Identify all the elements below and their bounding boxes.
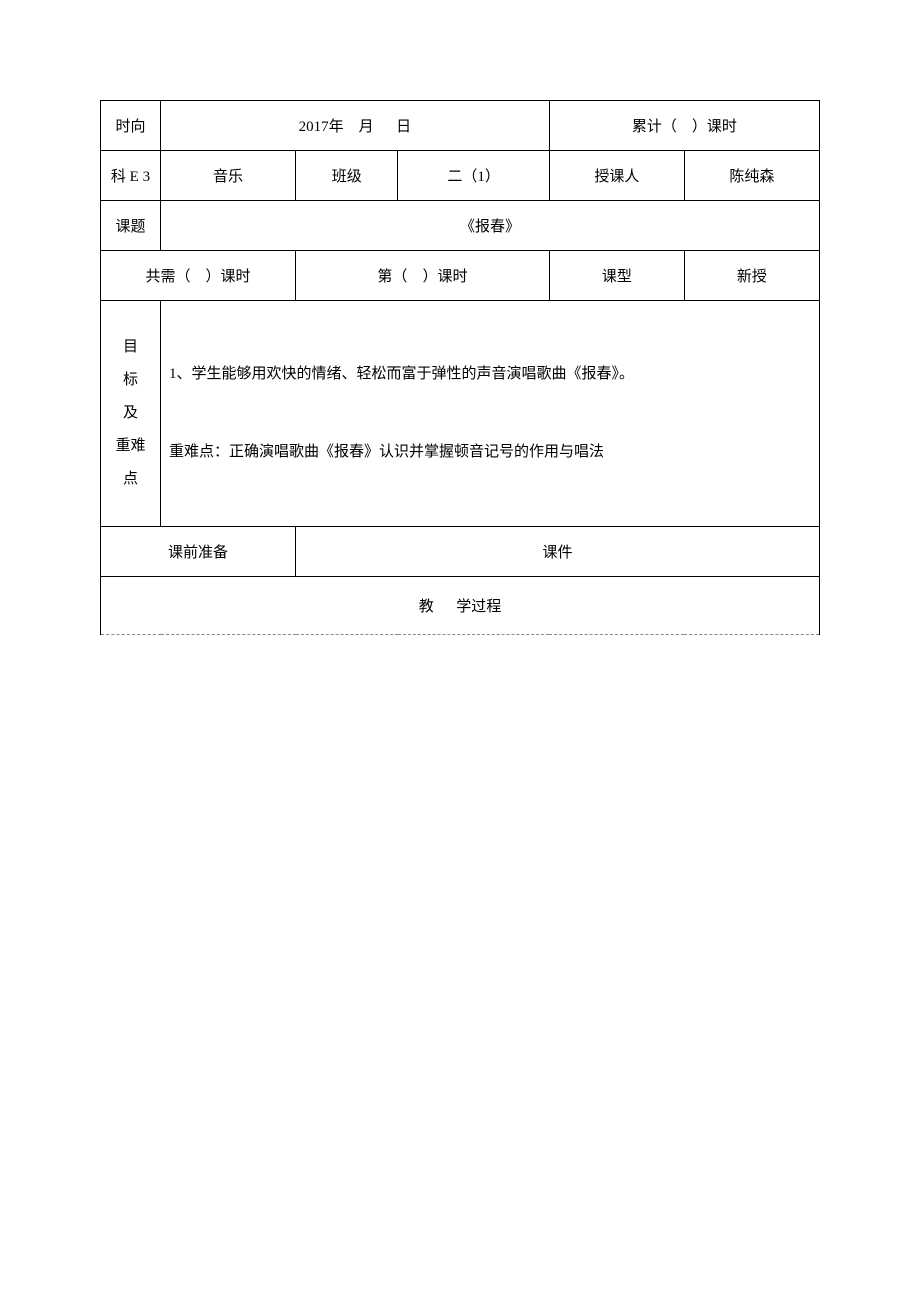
row-topic: 课题 《报春》 [101, 201, 820, 251]
class-label: 班级 [296, 151, 398, 201]
row-prep: 课前准备 课件 [101, 527, 820, 577]
period-prefix: 第（ [377, 269, 407, 285]
time-label: 时向 [101, 101, 161, 151]
obj-label-4: 重难 [105, 430, 156, 463]
objectives-label-cell: 目 标 及 重难 点 [101, 301, 161, 527]
topic-value: 《报春》 [161, 201, 820, 251]
obj-label-3: 及 [105, 397, 156, 430]
period-number-cell: 第（ ）课时 [296, 251, 550, 301]
total-suffix: ）课时 [692, 119, 737, 135]
obj-label-5: 点 [105, 463, 156, 496]
row-process: 教 学过程 [101, 577, 820, 635]
date-cell: 2017年 月 日 [161, 101, 550, 151]
process-part1: 教 [419, 599, 434, 615]
prep-label: 课前准备 [101, 527, 296, 577]
prep-value: 课件 [296, 527, 820, 577]
subject-value: 音乐 [161, 151, 296, 201]
total-needed-cell: 共需（ ）课时 [101, 251, 296, 301]
class-value: 二（1） [398, 151, 549, 201]
row-date: 时向 2017年 月 日 累计（ ）课时 [101, 101, 820, 151]
obj-label-2: 标 [105, 364, 156, 397]
type-label: 课型 [549, 251, 684, 301]
total-needed-suffix: ）课时 [206, 269, 251, 285]
period-suffix: ）课时 [422, 269, 467, 285]
row-subject: 科 E 3 音乐 班级 二（1） 授课人 陈纯森 [101, 151, 820, 201]
instructor-value: 陈纯森 [684, 151, 819, 201]
total-needed-prefix: 共需（ [146, 269, 191, 285]
row-objectives: 目 标 及 重难 点 1、学生能够用欢快的情绪、轻松而富于弹性的声音演唱歌曲《报… [101, 301, 820, 527]
year-suffix: 年 [329, 119, 344, 135]
subject-label: 科 E 3 [101, 151, 161, 201]
day-suffix: 日 [396, 119, 411, 135]
year-prefix: 2017 [299, 119, 329, 135]
objectives-line1: 1、学生能够用欢快的情绪、轻松而富于弹性的声音演唱歌曲《报春》。 [169, 355, 811, 394]
objectives-line2: 重难点：正确演唱歌曲《报春》认识并掌握顿音记号的作用与唱法 [169, 433, 811, 472]
type-value: 新授 [684, 251, 819, 301]
total-prefix: 累计（ [632, 119, 677, 135]
process-label-cell: 教 学过程 [101, 577, 820, 635]
instructor-label: 授课人 [549, 151, 684, 201]
objectives-content-cell: 1、学生能够用欢快的情绪、轻松而富于弹性的声音演唱歌曲《报春》。 重难点：正确演… [161, 301, 820, 527]
month-suffix: 月 [359, 119, 374, 135]
row-periods: 共需（ ）课时 第（ ）课时 课型 新授 [101, 251, 820, 301]
topic-label: 课题 [101, 201, 161, 251]
total-periods-cell: 累计（ ）课时 [549, 101, 819, 151]
process-part2: 学过程 [456, 599, 501, 615]
obj-label-1: 目 [105, 331, 156, 364]
lesson-plan-table: 时向 2017年 月 日 累计（ ）课时 科 E 3 音乐 班级 二（1） 授课… [100, 100, 820, 635]
